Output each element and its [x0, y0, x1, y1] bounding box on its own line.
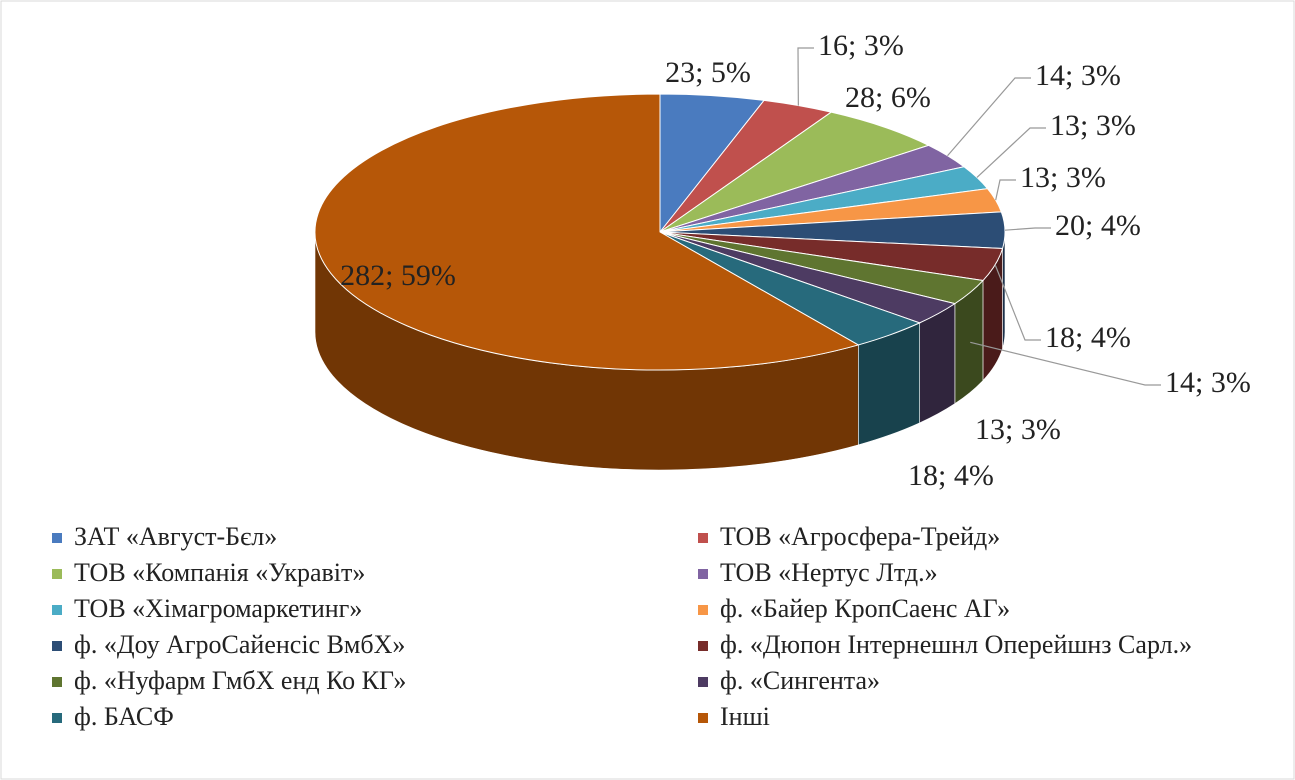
- leader-line: [995, 179, 1016, 201]
- data-labels: 23; 5% 16; 3% 28; 6% 14; 3% 13; 3% 13; 3% 20; …: [340, 29, 1251, 492]
- pie-tops: [314, 93, 1006, 371]
- pie-side: [919, 303, 956, 424]
- leader-line: [976, 127, 1046, 178]
- leader-line: [994, 264, 1041, 341]
- data-label: 23; 5%: [665, 56, 751, 89]
- legend-swatch: [52, 641, 62, 651]
- data-label: 16; 3%: [818, 29, 904, 62]
- legend-label: ТОВ «Хімагромаркетинг»: [74, 594, 362, 623]
- data-label: 18; 4%: [908, 459, 994, 492]
- legend-label: ф. «Байер КропСаенс АГ»: [720, 594, 1010, 623]
- legend-label: ТОВ «Компанія «Укравіт»: [74, 558, 365, 587]
- legend-label: ф. «Сингента»: [720, 666, 880, 695]
- legend-label: ЗАТ «Август-Бєл»: [74, 522, 277, 551]
- legend: ЗАТ «Август-Бєл» ТОВ «Агросфера-Трейд» ТОВ…: [52, 522, 1192, 731]
- pie-slice: [314, 93, 860, 371]
- data-label: 20; 4%: [1055, 209, 1141, 242]
- leader-line: [947, 77, 1031, 157]
- legend-label: ф. БАСФ: [74, 702, 174, 731]
- data-label: 282; 59%: [340, 259, 456, 292]
- data-label: 14; 3%: [1035, 59, 1121, 92]
- legend-swatch: [698, 533, 708, 543]
- legend-label: ТОВ «Агросфера-Трейд»: [720, 522, 1000, 551]
- data-label: 13; 3%: [975, 413, 1061, 446]
- legend-swatch: [52, 713, 62, 723]
- leader-line: [797, 47, 814, 106]
- legend-label: ф. «Дюпон Інтернешнл Оперейшнз Сарл.»: [720, 630, 1192, 659]
- legend-swatch: [698, 713, 708, 723]
- legend-swatch: [698, 569, 708, 579]
- data-label: 13; 3%: [1020, 161, 1106, 194]
- legend-label: ф. «Доу АгроСайенсіс ВмбХ»: [74, 630, 405, 659]
- legend-swatch: [52, 605, 62, 615]
- legend-swatch: [52, 533, 62, 543]
- data-label: 14; 3%: [1165, 366, 1251, 399]
- legend-swatch: [52, 677, 62, 687]
- legend-swatch: [698, 641, 708, 651]
- pie-slice: [659, 111, 930, 233]
- legend-swatch: [52, 569, 62, 579]
- leader-line: [970, 341, 1161, 386]
- leader-line: [1004, 227, 1051, 231]
- legend-swatch: [698, 677, 708, 687]
- legend-label: Інші: [720, 702, 770, 731]
- legend-label: ф. «Нуфарм ГмбХ енд Ко КГ»: [74, 666, 406, 695]
- legend-label: ТОВ «Нертус Лтд.»: [720, 558, 938, 587]
- legend-swatch: [698, 605, 708, 615]
- data-label: 18; 4%: [1045, 321, 1131, 354]
- data-label: 28; 6%: [845, 81, 931, 114]
- pie-sides: [314, 231, 1006, 471]
- data-label: 13; 3%: [1050, 109, 1136, 142]
